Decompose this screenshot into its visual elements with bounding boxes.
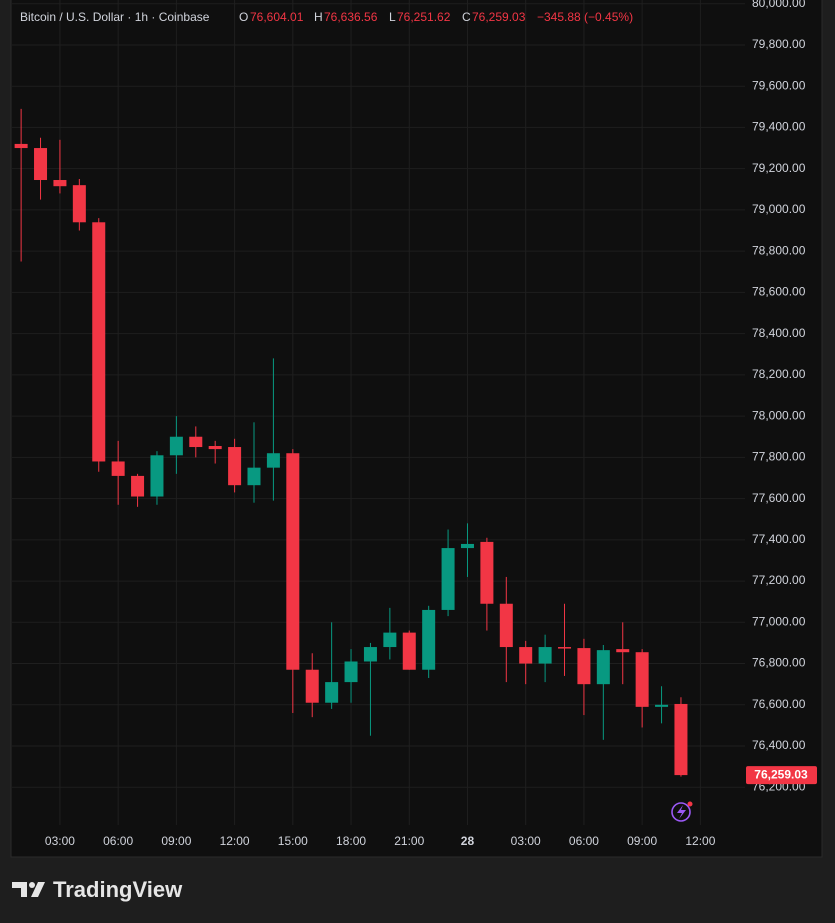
candle-body: [422, 609, 436, 670]
x-tick-label: 06:00: [569, 834, 599, 848]
logo-part: [31, 882, 45, 897]
y-tick-label: 78,600.00: [752, 285, 806, 299]
y-tick-label: 78,800.00: [752, 243, 806, 257]
x-tick-label: 18:00: [336, 834, 366, 848]
candle-body: [519, 647, 533, 664]
y-tick-label: 76,400.00: [752, 738, 806, 752]
candle-body: [344, 661, 358, 683]
y-tick-label: 79,600.00: [752, 78, 806, 92]
candle-body: [53, 180, 67, 187]
y-tick-label: 79,400.00: [752, 120, 806, 134]
x-tick-label: 06:00: [103, 834, 133, 848]
y-tick-label: 78,000.00: [752, 408, 806, 422]
low-letter: L: [389, 10, 396, 24]
y-tick-label: 78,200.00: [752, 367, 806, 381]
candle-body: [208, 446, 222, 450]
candle-body: [92, 222, 106, 462]
candle-body: [538, 647, 552, 664]
candle-body: [402, 632, 416, 670]
candle-body: [228, 447, 242, 486]
open-letter: O: [239, 10, 248, 24]
x-tick-label: 03:00: [45, 834, 75, 848]
candle-body: [383, 632, 397, 648]
candle-body: [655, 704, 669, 707]
candle-body: [577, 648, 591, 685]
high-letter: H: [314, 10, 323, 24]
y-tick-label: 80,000.00: [752, 0, 806, 10]
y-tick-label: 77,200.00: [752, 573, 806, 587]
close-value: 76,259.03: [472, 10, 526, 24]
icon-ring: [671, 802, 691, 822]
x-tick-label: 09:00: [161, 834, 191, 848]
candle-body: [616, 649, 630, 653]
candle-body: [266, 453, 280, 468]
assistant-icon[interactable]: [671, 801, 693, 822]
logo-part: [29, 882, 35, 888]
candle-body: [14, 143, 28, 149]
candle-body: [34, 148, 48, 181]
candle-body: [635, 652, 649, 707]
brand-name: TradingView: [53, 877, 183, 902]
icon-bolt: [677, 805, 686, 819]
high-value: 76,636.56: [324, 10, 378, 24]
symbol-title: Bitcoin / U.S. Dollar · 1h · Coinbase: [20, 10, 210, 24]
candle-body: [596, 650, 610, 685]
candle-body: [111, 461, 125, 476]
y-tick-label: 77,000.00: [752, 614, 806, 628]
candle-body: [460, 543, 474, 549]
candle-body: [169, 436, 183, 456]
last-price-tag: [746, 766, 817, 785]
y-tick-label: 76,600.00: [752, 697, 806, 711]
y-tick-label: 79,000.00: [752, 202, 806, 216]
x-tick-label: 12:00: [220, 834, 250, 848]
brand-logo: [12, 882, 45, 897]
candle-body: [674, 703, 688, 776]
x-tick-label: 09:00: [627, 834, 657, 848]
y-tick-label: 77,600.00: [752, 491, 806, 505]
candle-body: [441, 548, 455, 610]
x-tick-label: 12:00: [685, 834, 715, 848]
last-price-label: 76,259.03: [754, 767, 808, 781]
candles: [14, 108, 688, 777]
candle-body: [189, 436, 203, 448]
low-value: 76,251.62: [397, 10, 451, 24]
candle-body: [247, 467, 261, 486]
x-tick-label: 21:00: [394, 834, 424, 848]
y-tick-label: 79,800.00: [752, 37, 806, 51]
candle-body: [325, 682, 339, 703]
x-tick-label: 15:00: [278, 834, 308, 848]
candle-body: [131, 475, 145, 497]
candle-body: [305, 669, 319, 703]
close-letter: C: [462, 10, 471, 24]
y-tick-label: 79,200.00: [752, 161, 806, 175]
open-value: 76,604.01: [250, 10, 304, 24]
y-tick-label: 77,400.00: [752, 532, 806, 546]
y-tick-label: 77,800.00: [752, 450, 806, 464]
candle-body: [150, 455, 164, 497]
candle-body: [363, 647, 377, 662]
candle-body: [558, 647, 572, 649]
candle-body: [499, 603, 513, 648]
candle-body: [286, 453, 300, 670]
y-tick-label: 76,800.00: [752, 656, 806, 670]
candle-body: [480, 541, 494, 604]
y-tick-label: 78,400.00: [752, 326, 806, 340]
x-tick-label: 28: [461, 834, 475, 848]
logo-part: [12, 882, 27, 897]
change-value: −345.88 (−0.45%): [537, 10, 633, 24]
icon-dot: [687, 801, 693, 807]
x-tick-label: 03:00: [511, 834, 541, 848]
candle-body: [72, 185, 86, 223]
